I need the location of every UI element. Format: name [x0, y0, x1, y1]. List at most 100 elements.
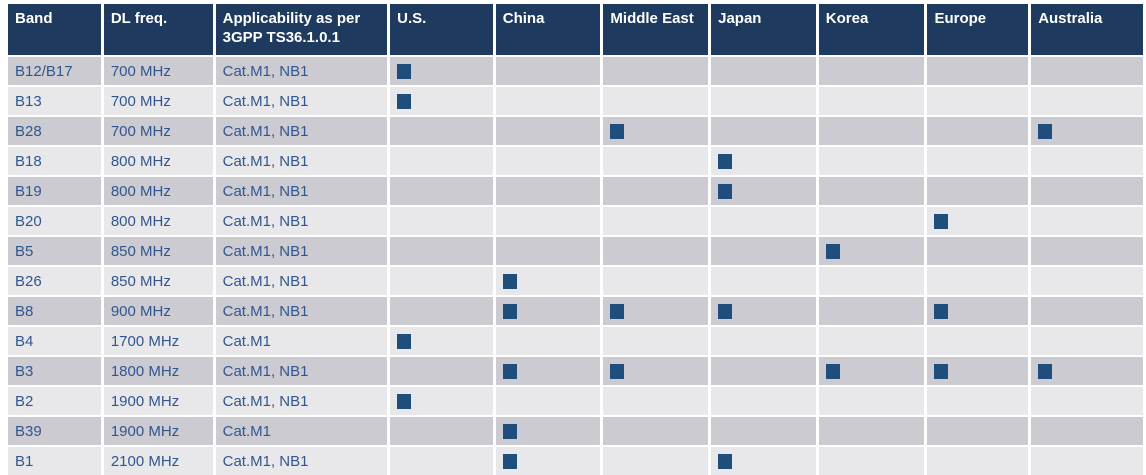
- dl-freq-cell: 1900 MHz: [103, 387, 213, 415]
- band-cell: B1: [8, 447, 101, 475]
- region-marker-cell-australia: [1031, 237, 1143, 265]
- dl-freq-cell: 1800 MHz: [103, 357, 213, 385]
- band-cell: B18: [8, 147, 101, 175]
- table-row-b19: B19 800 MHz Cat.M1, NB1: [8, 177, 1143, 205]
- applicability-cell: Cat.M1, NB1: [215, 177, 388, 205]
- region-marker-cell-china: [495, 357, 601, 385]
- region-marker-cell-middle-east: [603, 447, 709, 475]
- column-header-middle-east: Middle East: [603, 4, 709, 55]
- dl-freq-cell: 1700 MHz: [103, 327, 213, 355]
- region-marker-cell-korea: [818, 417, 925, 445]
- band-cell: B3: [8, 357, 101, 385]
- region-marker-cell-europe: [927, 147, 1029, 175]
- region-marker-cell-u-s-: [390, 297, 493, 325]
- region-marker-cell-europe: [927, 207, 1029, 235]
- supported-marker-icon: [502, 304, 517, 320]
- region-marker-cell-europe: [927, 447, 1029, 475]
- region-marker-cell-u-s-: [390, 147, 493, 175]
- dl-freq-cell: 700 MHz: [103, 117, 213, 145]
- supported-marker-icon: [825, 364, 840, 380]
- region-marker-cell-japan: [711, 297, 816, 325]
- region-marker-cell-korea: [818, 177, 925, 205]
- table-row-b4: B4 1700 MHz Cat.M1: [8, 327, 1143, 355]
- applicability-cell: Cat.M1, NB1: [215, 87, 388, 115]
- region-marker-cell-china: [495, 417, 601, 445]
- applicability-cell: Cat.M1, NB1: [215, 57, 388, 85]
- region-marker-cell-china: [495, 447, 601, 475]
- region-marker-cell-middle-east: [603, 297, 709, 325]
- region-marker-cell-japan: [711, 237, 816, 265]
- supported-marker-icon: [397, 64, 412, 80]
- dl-freq-cell: 800 MHz: [103, 147, 213, 175]
- column-header-australia: Australia: [1031, 4, 1143, 55]
- table-row-b39: B39 1900 MHz Cat.M1: [8, 417, 1143, 445]
- supported-marker-icon: [610, 124, 625, 140]
- region-marker-cell-australia: [1031, 87, 1143, 115]
- region-marker-cell-u-s-: [390, 237, 493, 265]
- supported-marker-icon: [397, 94, 412, 110]
- supported-marker-icon: [934, 364, 949, 380]
- supported-marker-icon: [718, 304, 733, 320]
- region-marker-cell-europe: [927, 57, 1029, 85]
- applicability-cell: Cat.M1, NB1: [215, 117, 388, 145]
- region-marker-cell-u-s-: [390, 177, 493, 205]
- region-marker-cell-korea: [818, 267, 925, 295]
- region-marker-cell-korea: [818, 147, 925, 175]
- region-marker-cell-u-s-: [390, 447, 493, 475]
- region-marker-cell-china: [495, 237, 601, 265]
- applicability-cell: Cat.M1, NB1: [215, 387, 388, 415]
- table-row-b1: B1 2100 MHz Cat.M1, NB1: [8, 447, 1143, 475]
- dl-freq-cell: 700 MHz: [103, 57, 213, 85]
- region-marker-cell-middle-east: [603, 117, 709, 145]
- region-marker-cell-middle-east: [603, 357, 709, 385]
- supported-marker-icon: [610, 364, 625, 380]
- dl-freq-cell: 1900 MHz: [103, 417, 213, 445]
- dl-freq-cell: 700 MHz: [103, 87, 213, 115]
- column-header-europe: Europe: [927, 4, 1029, 55]
- table-row-b26: B26 850 MHz Cat.M1, NB1: [8, 267, 1143, 295]
- region-marker-cell-u-s-: [390, 357, 493, 385]
- table-row-b28: B28 700 MHz Cat.M1, NB1: [8, 117, 1143, 145]
- column-header-dl-freq: DL freq.: [103, 4, 213, 55]
- region-marker-cell-korea: [818, 87, 925, 115]
- region-marker-cell-australia: [1031, 327, 1143, 355]
- supported-marker-icon: [397, 394, 412, 410]
- applicability-cell: Cat.M1, NB1: [215, 297, 388, 325]
- table-row-b18: B18 800 MHz Cat.M1, NB1: [8, 147, 1143, 175]
- column-header-japan: Japan: [711, 4, 816, 55]
- region-marker-cell-middle-east: [603, 327, 709, 355]
- region-marker-cell-japan: [711, 357, 816, 385]
- region-marker-cell-korea: [818, 447, 925, 475]
- applicability-cell: Cat.M1, NB1: [215, 357, 388, 385]
- region-marker-cell-japan: [711, 117, 816, 145]
- region-marker-cell-japan: [711, 147, 816, 175]
- column-header-korea: Korea: [818, 4, 925, 55]
- band-cell: B8: [8, 297, 101, 325]
- column-header-band: Band: [8, 4, 101, 55]
- region-marker-cell-japan: [711, 417, 816, 445]
- supported-marker-icon: [502, 274, 517, 290]
- dl-freq-cell: 800 MHz: [103, 177, 213, 205]
- supported-marker-icon: [610, 304, 625, 320]
- band-cell: B20: [8, 207, 101, 235]
- dl-freq-cell: 850 MHz: [103, 267, 213, 295]
- region-marker-cell-korea: [818, 387, 925, 415]
- region-marker-cell-japan: [711, 447, 816, 475]
- table-row-b8: B8 900 MHz Cat.M1, NB1: [8, 297, 1143, 325]
- region-marker-cell-middle-east: [603, 87, 709, 115]
- region-marker-cell-australia: [1031, 387, 1143, 415]
- supported-marker-icon: [934, 214, 949, 230]
- supported-marker-icon: [825, 244, 840, 260]
- column-header-applicability-as-per-3gpp-ts36-1-0-1: Applicability as per 3GPP TS36.1.0.1: [215, 4, 388, 55]
- region-marker-cell-china: [495, 267, 601, 295]
- band-cell: B5: [8, 237, 101, 265]
- region-marker-cell-china: [495, 207, 601, 235]
- region-marker-cell-australia: [1031, 147, 1143, 175]
- band-cell: B12/B17: [8, 57, 101, 85]
- band-cell: B39: [8, 417, 101, 445]
- region-marker-cell-europe: [927, 267, 1029, 295]
- region-marker-cell-australia: [1031, 57, 1143, 85]
- dl-freq-cell: 900 MHz: [103, 297, 213, 325]
- region-marker-cell-japan: [711, 327, 816, 355]
- region-marker-cell-australia: [1031, 357, 1143, 385]
